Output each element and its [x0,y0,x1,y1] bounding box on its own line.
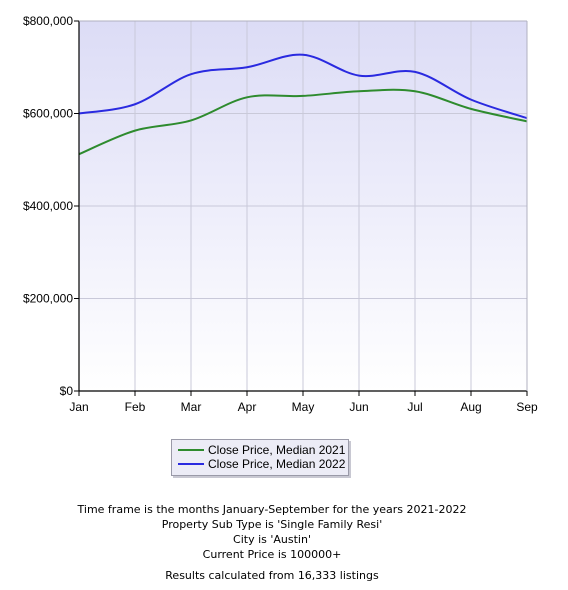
caption-price: Current Price is 100000+ [202,548,342,561]
caption-time-frame: Time frame is the months January-Septemb… [77,503,467,516]
series-line-2022 [78,53,528,120]
x-tick-label: Jun [349,400,368,414]
x-tick-label: Feb [125,400,146,414]
y-tick-label: $200,000 [23,292,73,306]
line-chart: $0 $200,000 $400,000 $600,000 $800,000 Jan Feb… [23,14,538,414]
series-line-2021 [78,88,528,156]
caption-property-type: Property Sub Type is 'Single Family Resi… [161,518,383,531]
y-tick-label: $0 [60,384,74,398]
y-tick-label: $600,000 [23,107,73,121]
x-tick-label: Aug [460,400,481,414]
legend-swatch-2022 [178,463,204,465]
legend: Close Price, Median 2021 Close Price, Me… [171,439,349,476]
x-tick-label: Apr [238,400,257,414]
legend-swatch-2021 [178,449,204,451]
legend-item-2022: Close Price, Median 2022 [178,457,348,471]
caption-results: Results calculated from 16,333 listings [165,569,379,582]
x-tick-label: Jul [407,400,422,414]
y-tick-label: $800,000 [23,14,73,28]
x-tick-label: Mar [181,400,202,414]
y-tick-label: $400,000 [23,199,73,213]
x-tick-label: Sep [516,400,538,414]
x-tick-label: May [292,400,315,414]
legend-label-2022: Close Price, Median 2022 [208,457,346,471]
legend-item-2021: Close Price, Median 2021 [178,443,348,457]
legend-label-2021: Close Price, Median 2021 [208,443,346,457]
caption-city: City is 'Austin' [233,533,311,546]
x-tick-label: Jan [69,400,88,414]
